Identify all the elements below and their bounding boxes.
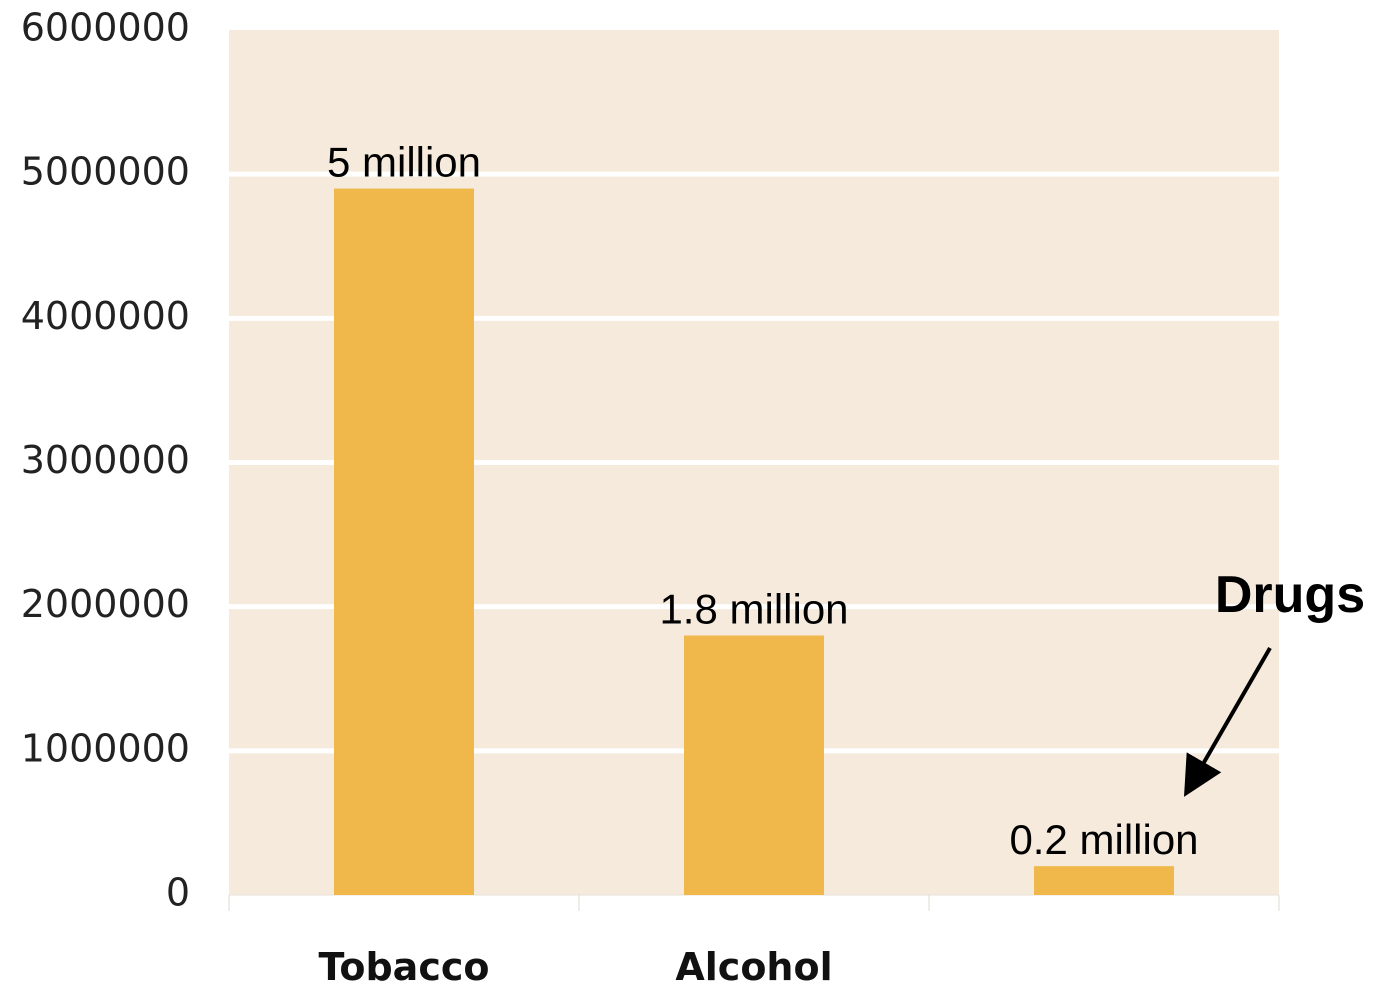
x-category-label: Alcohol bbox=[675, 945, 832, 987]
y-tick-label: 4000000 bbox=[21, 294, 190, 338]
data-label: 0.2 million bbox=[1009, 816, 1198, 863]
y-tick-label: 5000000 bbox=[21, 150, 190, 194]
callout-label: Drugs bbox=[1215, 566, 1365, 624]
data-label: 5 million bbox=[327, 139, 481, 186]
x-axis-ticks bbox=[228, 894, 1280, 911]
x-category-label: Tobacco bbox=[319, 945, 490, 987]
data-labels: 5 million 1.8 million 0.2 million bbox=[327, 139, 1199, 864]
bar bbox=[1034, 866, 1174, 895]
bars bbox=[334, 188, 1174, 896]
bar bbox=[334, 188, 474, 896]
y-tick-label: 3000000 bbox=[21, 438, 190, 482]
y-tick-label: 0 bbox=[166, 871, 190, 915]
y-tick-label: 2000000 bbox=[21, 582, 190, 626]
bar bbox=[684, 635, 824, 895]
callout: Drugs bbox=[1183, 566, 1365, 797]
data-label: 1.8 million bbox=[659, 586, 848, 633]
y-tick-label: 6000000 bbox=[21, 6, 190, 50]
y-tick-label: 1000000 bbox=[21, 726, 190, 770]
y-axis: 0 1000000 2000000 3000000 4000000 5000000 6000… bbox=[21, 6, 190, 915]
x-axis-labels: Tobacco Alcohol bbox=[319, 945, 833, 987]
callout-arrow bbox=[1183, 646, 1272, 797]
